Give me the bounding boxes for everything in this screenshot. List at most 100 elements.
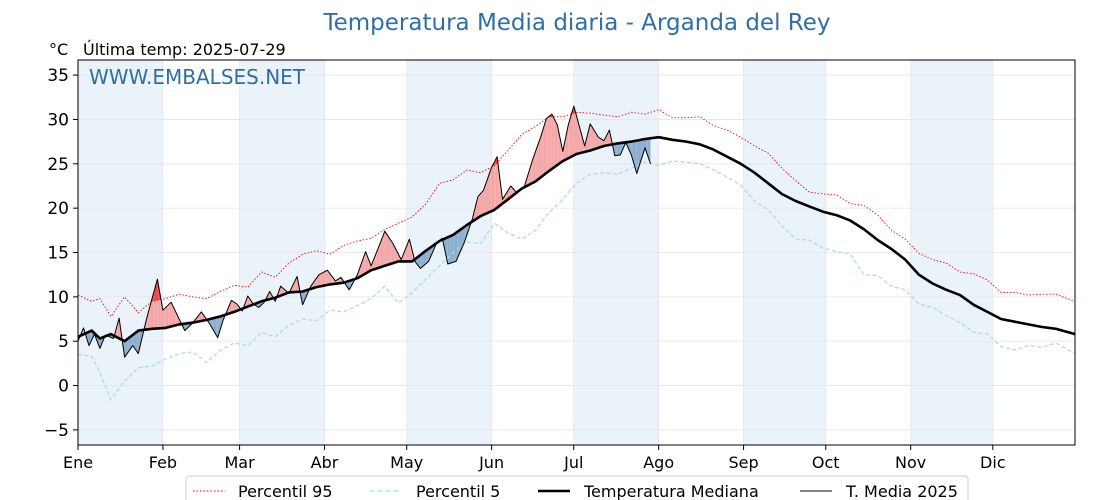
below-median-fill xyxy=(639,139,641,165)
above-median-fill xyxy=(149,303,151,330)
legend-label-median: Temperatura Mediana xyxy=(583,482,759,500)
above-median-fill xyxy=(482,190,484,216)
below-median-fill xyxy=(419,255,421,269)
above-median-fill xyxy=(175,310,177,326)
below-median-fill xyxy=(425,249,428,264)
above-median-fill xyxy=(562,144,565,162)
x-tick-label: Oct xyxy=(812,453,840,472)
below-median-fill xyxy=(124,340,126,358)
above-median-fill xyxy=(162,308,165,329)
above-median-fill xyxy=(575,111,577,155)
below-median-fill xyxy=(421,252,424,268)
above-median-fill xyxy=(173,307,176,326)
above-median-fill xyxy=(178,316,180,325)
above-median-fill xyxy=(531,159,533,184)
x-tick-label: Ago xyxy=(643,453,674,472)
x-tick-label: Jul xyxy=(563,453,583,472)
y-axis: −5 0 5 10 15 20 25 30 35 xyxy=(44,66,78,441)
above-median-fill xyxy=(545,118,547,175)
y-tick-label: 15 xyxy=(47,244,69,264)
above-median-fill xyxy=(586,135,588,152)
above-median-fill xyxy=(280,286,283,296)
grid-lines xyxy=(77,60,1075,445)
above-median-fill xyxy=(247,296,250,307)
below-median-fill xyxy=(462,227,465,246)
above-median-fill xyxy=(591,126,593,150)
above-median-fill xyxy=(479,193,481,217)
below-median-fill xyxy=(649,138,651,164)
below-median-fill xyxy=(127,338,129,354)
above-median-fill xyxy=(483,186,485,215)
below-median-fill xyxy=(89,331,91,346)
above-median-fill xyxy=(550,114,552,170)
above-median-fill xyxy=(295,276,298,292)
above-median-fill xyxy=(536,144,539,181)
y-tick-label: 10 xyxy=(47,288,69,308)
unit-label: °C xyxy=(49,40,68,59)
above-median-fill xyxy=(152,293,154,329)
last-temp-label: Última temp: 2025-07-29 xyxy=(83,40,286,59)
above-median-fill xyxy=(172,305,174,327)
above-median-fill xyxy=(508,188,510,200)
below-median-fill xyxy=(212,318,214,331)
x-tick-label: Feb xyxy=(149,453,177,472)
above-median-fill xyxy=(376,248,378,269)
above-median-fill xyxy=(490,167,492,212)
below-median-fill xyxy=(614,143,617,156)
above-median-fill xyxy=(394,246,396,263)
above-median-fill xyxy=(231,300,233,313)
series-line-percentil-95 xyxy=(77,109,1076,318)
above-median-fill xyxy=(480,192,482,217)
x-tick-label: Nov xyxy=(895,453,926,472)
above-median-fill xyxy=(579,125,581,154)
above-median-fill xyxy=(387,235,389,265)
above-median-fill xyxy=(595,132,597,149)
above-median-fill xyxy=(199,311,202,322)
above-median-fill xyxy=(493,162,495,211)
below-median-fill xyxy=(450,235,452,264)
above-median-fill xyxy=(116,323,118,338)
above-median-fill xyxy=(534,151,536,183)
y-tick-label: 20 xyxy=(47,199,69,219)
above-median-fill xyxy=(384,231,387,266)
watermark-text: WWW.EMBALSES.NET xyxy=(89,65,306,89)
below-median-fill xyxy=(420,253,422,269)
above-median-fill xyxy=(324,271,326,286)
above-median-fill xyxy=(319,273,321,287)
above-median-fill xyxy=(364,251,366,275)
below-median-fill xyxy=(128,337,130,352)
above-median-fill xyxy=(169,302,172,327)
below-median-fill xyxy=(132,333,135,348)
below-median-fill xyxy=(135,331,137,352)
above-median-fill xyxy=(546,117,548,173)
above-median-fill xyxy=(294,279,296,293)
below-median-fill xyxy=(460,228,462,253)
chart-title: Temperatura Media diaria - Arganda del R… xyxy=(322,10,830,36)
above-median-fill xyxy=(365,251,367,274)
legend-box xyxy=(185,475,969,500)
above-median-fill xyxy=(232,301,235,313)
above-median-fill xyxy=(375,252,377,269)
below-median-fill xyxy=(136,330,139,354)
below-median-fill xyxy=(454,232,456,262)
above-median-fill xyxy=(317,274,319,287)
above-median-fill xyxy=(282,287,284,296)
below-median-fill xyxy=(457,230,459,259)
above-median-fill xyxy=(323,271,325,286)
above-median-fill xyxy=(395,249,398,263)
above-median-fill xyxy=(382,234,384,267)
above-median-fill xyxy=(388,237,391,265)
above-median-fill xyxy=(339,277,341,284)
above-median-fill xyxy=(558,131,561,165)
below-median-fill xyxy=(458,229,461,256)
above-median-fill xyxy=(601,139,603,147)
x-tick-label: Jun xyxy=(478,453,504,472)
above-median-fill xyxy=(573,106,576,156)
above-median-fill xyxy=(486,178,488,214)
below-median-fill xyxy=(451,234,454,263)
below-median-fill xyxy=(447,236,450,264)
above-median-fill xyxy=(408,239,410,262)
above-median-fill xyxy=(499,178,502,206)
above-median-fill xyxy=(201,311,203,321)
